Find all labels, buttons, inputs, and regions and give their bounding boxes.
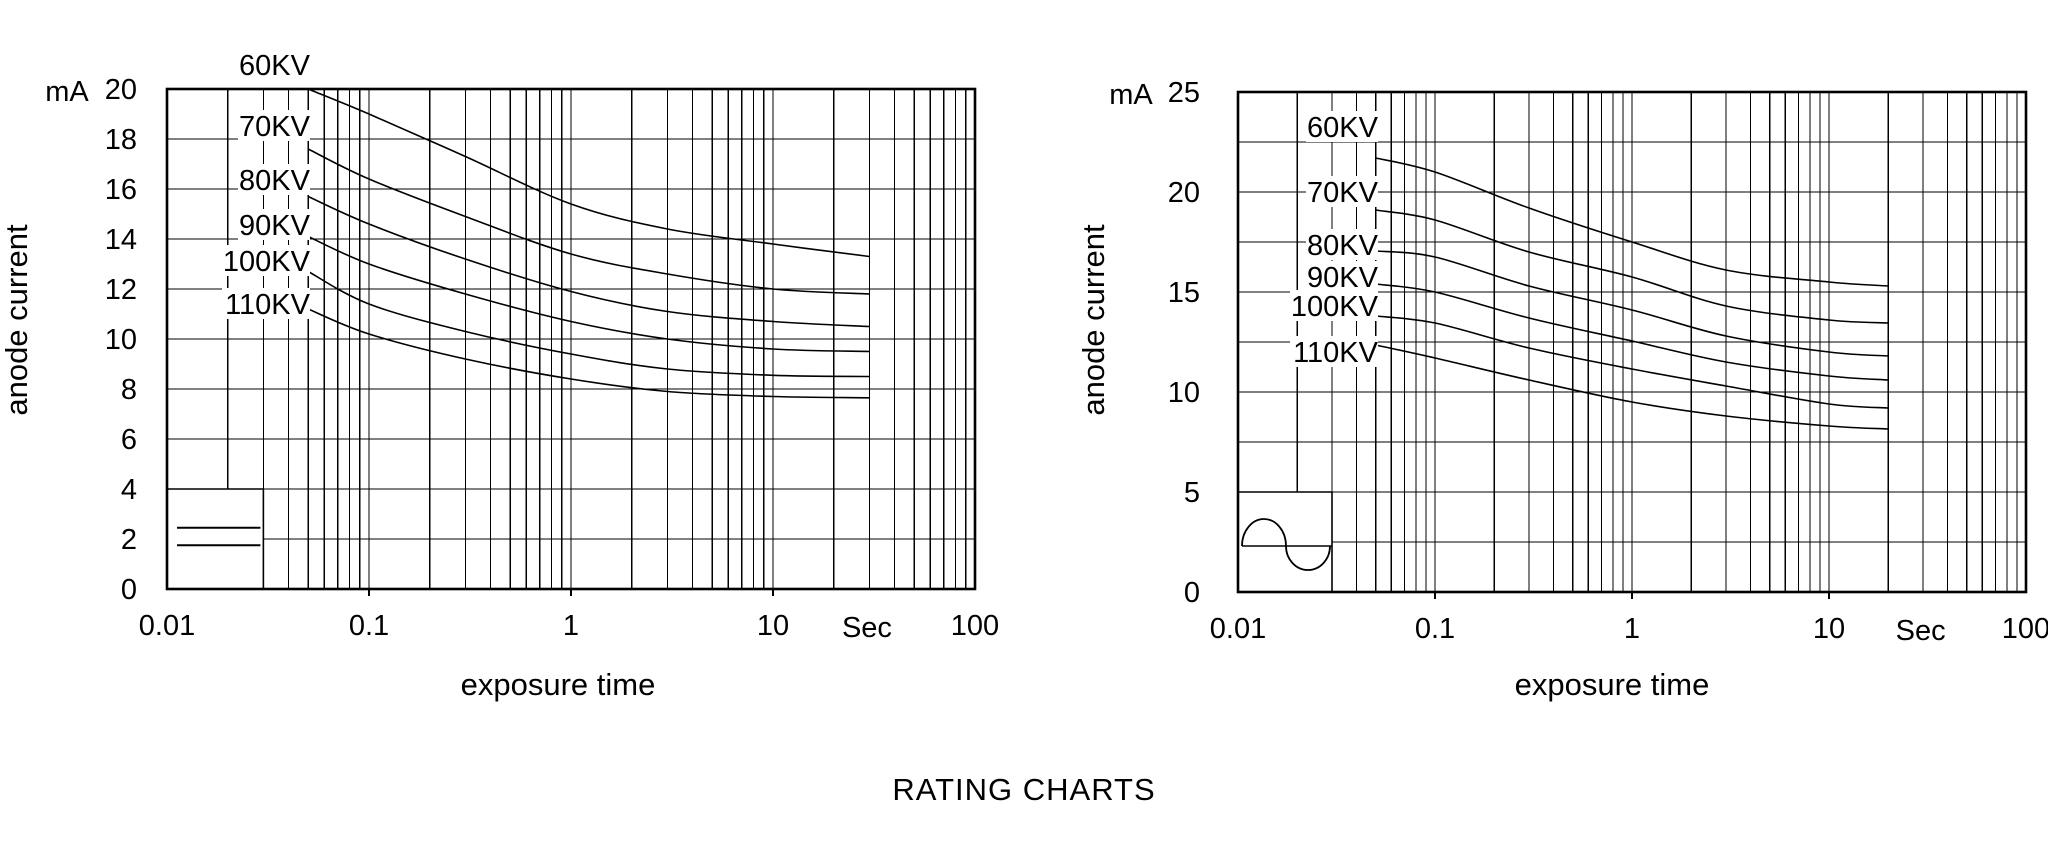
x-axis-title: exposure time (1515, 667, 1710, 702)
curve-label-bg (238, 209, 310, 240)
y-tick-label: 20 (1168, 177, 1200, 209)
curve-110KV (307, 308, 870, 399)
grid (167, 89, 975, 589)
y-tick-label: 0 (121, 574, 137, 606)
x-tick-label: 100 (951, 610, 999, 642)
curve-label-bg (222, 288, 310, 319)
curve-label-bg (1306, 229, 1378, 260)
curve-label-70KV: 70KV (239, 111, 311, 143)
x-tick-label: 0.1 (1415, 613, 1455, 645)
x-tick-label: 0.01 (139, 610, 195, 642)
x-axis-title: exposure time (461, 667, 656, 702)
curve-label-70KV: 70KV (1307, 177, 1379, 209)
x-tick-label: 0.01 (1210, 613, 1266, 645)
curve-label-bg (1306, 111, 1378, 142)
y-tick-label: 20 (105, 74, 137, 106)
y-tick-label: 6 (121, 424, 137, 456)
y-tick-label: 12 (105, 274, 137, 306)
x-unit-label: Sec (842, 612, 892, 644)
y-tick-label: 2 (121, 524, 137, 556)
curve-80KV (307, 195, 870, 328)
y-tick-label: 18 (105, 124, 137, 156)
curve-100KV (1375, 315, 1889, 409)
curve-label-bg (1290, 336, 1378, 367)
legend-dc-parallel-lines (167, 488, 265, 589)
curve-label-90KV: 90KV (1307, 262, 1379, 294)
grid (1238, 92, 2026, 592)
x-tick-label: 100 (2002, 613, 2048, 645)
curve-70KV (307, 148, 870, 295)
curve-90KV (1375, 283, 1889, 381)
curve-label-110KV: 110KV (1293, 337, 1379, 369)
curve-110KV (1375, 344, 1889, 430)
y-tick-label: 25 (1168, 77, 1200, 109)
curve-label-90KV: 90KV (239, 210, 311, 242)
y-tick-label: 8 (121, 374, 137, 406)
curve-label-bg (238, 110, 310, 141)
sine-wave-icon (1241, 518, 1331, 571)
curve-label-bg (1306, 261, 1378, 292)
x-tick-label: 0.1 (349, 610, 389, 642)
y-axis-title: anode current (1076, 224, 1111, 416)
x-tick-label: 10 (1813, 613, 1845, 645)
curve-label-bg (238, 164, 310, 195)
x-tick-label: 10 (757, 610, 789, 642)
x-unit-label: Sec (1896, 615, 1946, 647)
y-unit-label: mA (45, 76, 89, 108)
y-unit-label: mA (1109, 79, 1153, 111)
curve-label-80KV: 80KV (1307, 230, 1379, 262)
legend-ac-sine-wave (1238, 491, 1333, 592)
curve-100KV (307, 270, 870, 378)
curve-70KV (1375, 209, 1889, 324)
y-tick-label: 15 (1168, 277, 1200, 309)
page-caption: RATING CHARTS (892, 772, 1156, 807)
y-tick-label: 14 (105, 224, 137, 256)
y-tick-label: 10 (105, 324, 137, 356)
curve-label-100KV: 100KV (1291, 291, 1379, 323)
x-tick-label: 1 (563, 610, 579, 642)
x-tick-label: 1 (1624, 613, 1640, 645)
y-tick-label: 0 (1184, 577, 1200, 609)
curve-label-60KV: 60KV (1307, 112, 1379, 144)
curve-80KV (1375, 250, 1889, 357)
y-tick-label: 5 (1184, 477, 1200, 509)
y-tick-label: 16 (105, 174, 137, 206)
curve-90KV (307, 235, 870, 353)
curve-label-bg (222, 245, 310, 276)
curve-label-bg (1306, 176, 1378, 207)
curve-label-80KV: 80KV (239, 165, 311, 197)
y-tick-label: 4 (121, 474, 137, 506)
y-axis-title: anode current (0, 224, 34, 416)
y-tick-label: 10 (1168, 377, 1200, 409)
curve-label-bg (1290, 290, 1378, 321)
curve-label-60KV: 60KV (239, 50, 311, 82)
curve-label-100KV: 100KV (223, 246, 311, 278)
curve-label-110KV: 110KV (225, 289, 311, 321)
curve-60KV (307, 88, 870, 258)
curve-60KV (1375, 157, 1889, 287)
curve-label-bg (238, 49, 310, 80)
